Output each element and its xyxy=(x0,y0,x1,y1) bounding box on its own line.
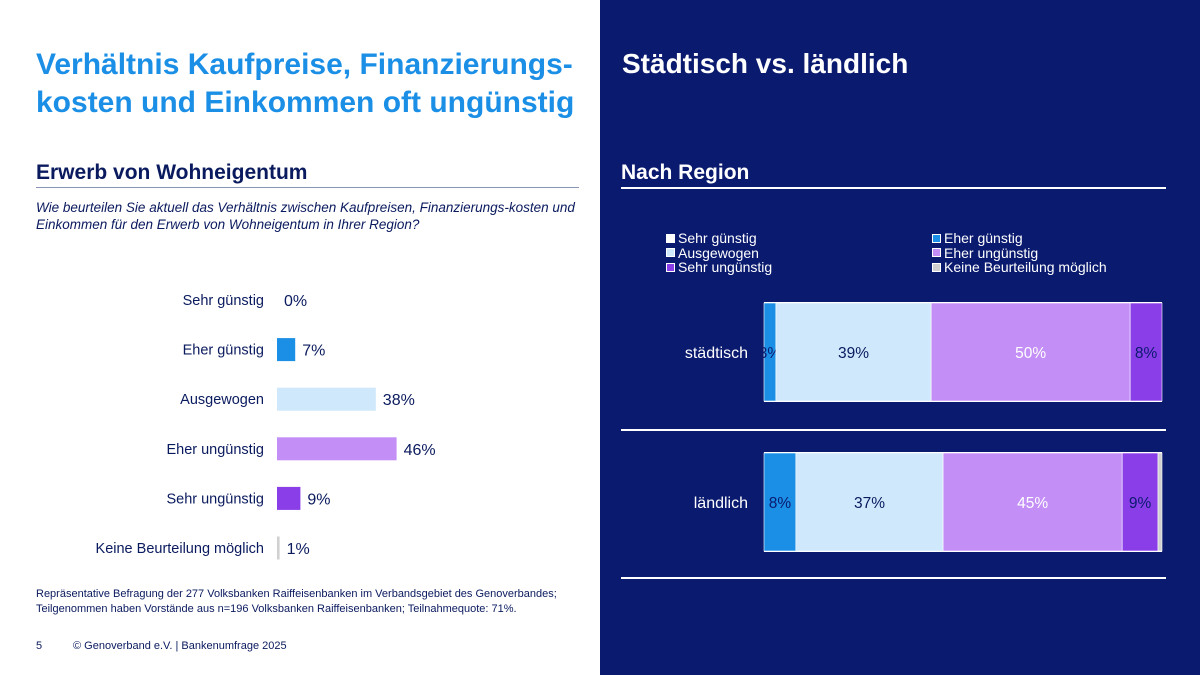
category-label: Keine Beurteilung möglich xyxy=(96,541,264,557)
value-label: 46% xyxy=(404,442,436,459)
segment-label: 50% xyxy=(1015,345,1046,362)
region-divider xyxy=(621,187,1166,189)
category-label: Sehr ungünstig xyxy=(166,491,264,507)
legend-swatch xyxy=(932,262,941,272)
category-label: Ausgewogen xyxy=(180,392,264,408)
bar-segment xyxy=(930,302,1131,402)
segment-label: 45% xyxy=(1017,495,1048,512)
bar xyxy=(277,536,280,560)
value-label: 38% xyxy=(383,392,415,409)
legend-swatch xyxy=(666,233,675,243)
segment-label: 37% xyxy=(854,495,885,512)
row-divider xyxy=(621,577,1166,579)
legend-item: Eher ungünstig xyxy=(932,246,1038,260)
region-label: städtisch xyxy=(685,345,748,362)
bar-segment xyxy=(942,452,1123,552)
segment-label: 8% xyxy=(1135,345,1158,362)
legend-item: Ausgewogen xyxy=(666,246,759,260)
segment-label: 8% xyxy=(769,495,792,512)
bar-segment xyxy=(1129,302,1163,402)
region-label: ländlich xyxy=(694,495,748,512)
main-title: Verhältnis Kaufpreise, Finanzierungs-kos… xyxy=(36,48,575,119)
section-title: Erwerb von Wohneigentum xyxy=(36,161,308,184)
value-label: 9% xyxy=(307,491,330,508)
row-divider xyxy=(621,429,1166,431)
category-label: Eher ungünstig xyxy=(166,442,264,458)
page-number: 5 xyxy=(36,640,43,652)
value-label: 0% xyxy=(284,293,307,310)
bar xyxy=(277,338,296,362)
legend-item: Keine Beurteilung möglich xyxy=(932,260,1107,274)
category-label: Sehr günstig xyxy=(183,293,264,309)
legend-swatch xyxy=(932,248,941,258)
survey-question: Wie beurteilen Sie aktuell das Verhältni… xyxy=(36,200,575,232)
legend-label: Keine Beurteilung möglich xyxy=(944,259,1107,276)
bar-segment xyxy=(763,452,797,552)
footnote: Repräsentative Befragung der 277 Volksba… xyxy=(36,588,557,615)
legend-item: Eher günstig xyxy=(932,231,1023,245)
legend-item: Sehr günstig xyxy=(666,231,757,245)
region-title: Städtisch vs. ländlich xyxy=(622,48,909,79)
bar-segment xyxy=(1157,452,1163,552)
segment-label: 39% xyxy=(838,345,869,362)
chart-legend: Sehr günstig Eher günstig Ausgewogen Eher u… xyxy=(666,231,1186,279)
value-label: 7% xyxy=(302,343,325,360)
right-panel: Städtisch vs. ländlich Nach Region Sehr … xyxy=(600,0,1200,675)
legend-swatch xyxy=(666,248,675,258)
copyright: © Genoverband e.V. | Bankenumfrage 2025 xyxy=(73,640,287,652)
legend-label: Sehr ungünstig xyxy=(678,259,773,276)
bar-segment xyxy=(795,452,944,552)
legend-swatch xyxy=(932,233,941,243)
bar xyxy=(277,486,301,510)
bar xyxy=(277,437,397,461)
segment-label: 9% xyxy=(1129,495,1152,512)
legend-label: Eher günstig xyxy=(944,230,1023,246)
overall-bar-chart: Sehr günstig 0% Eher günstig 7% Ausgewogen 38… xyxy=(96,293,436,560)
legend-label: Ausgewogen xyxy=(678,244,759,261)
category-label: Eher günstig xyxy=(183,343,264,359)
legend-label: Eher ungünstig xyxy=(944,244,1039,261)
legend-swatch xyxy=(666,262,675,272)
region-stacked-bar-chart: städtisch 3% 39% 50% 8%ländlich 8% 37% 45% 9% xyxy=(621,302,1166,579)
region-subtitle: Nach Region xyxy=(621,161,750,184)
value-label: 1% xyxy=(287,541,310,558)
section-divider xyxy=(36,187,579,188)
bar-segment xyxy=(775,302,932,402)
bar xyxy=(277,387,376,411)
legend-label: Sehr günstig xyxy=(678,230,757,246)
legend-item: Sehr ungünstig xyxy=(666,260,772,274)
left-panel: Verhältnis Kaufpreise, Finanzierungs-kos… xyxy=(36,48,579,652)
